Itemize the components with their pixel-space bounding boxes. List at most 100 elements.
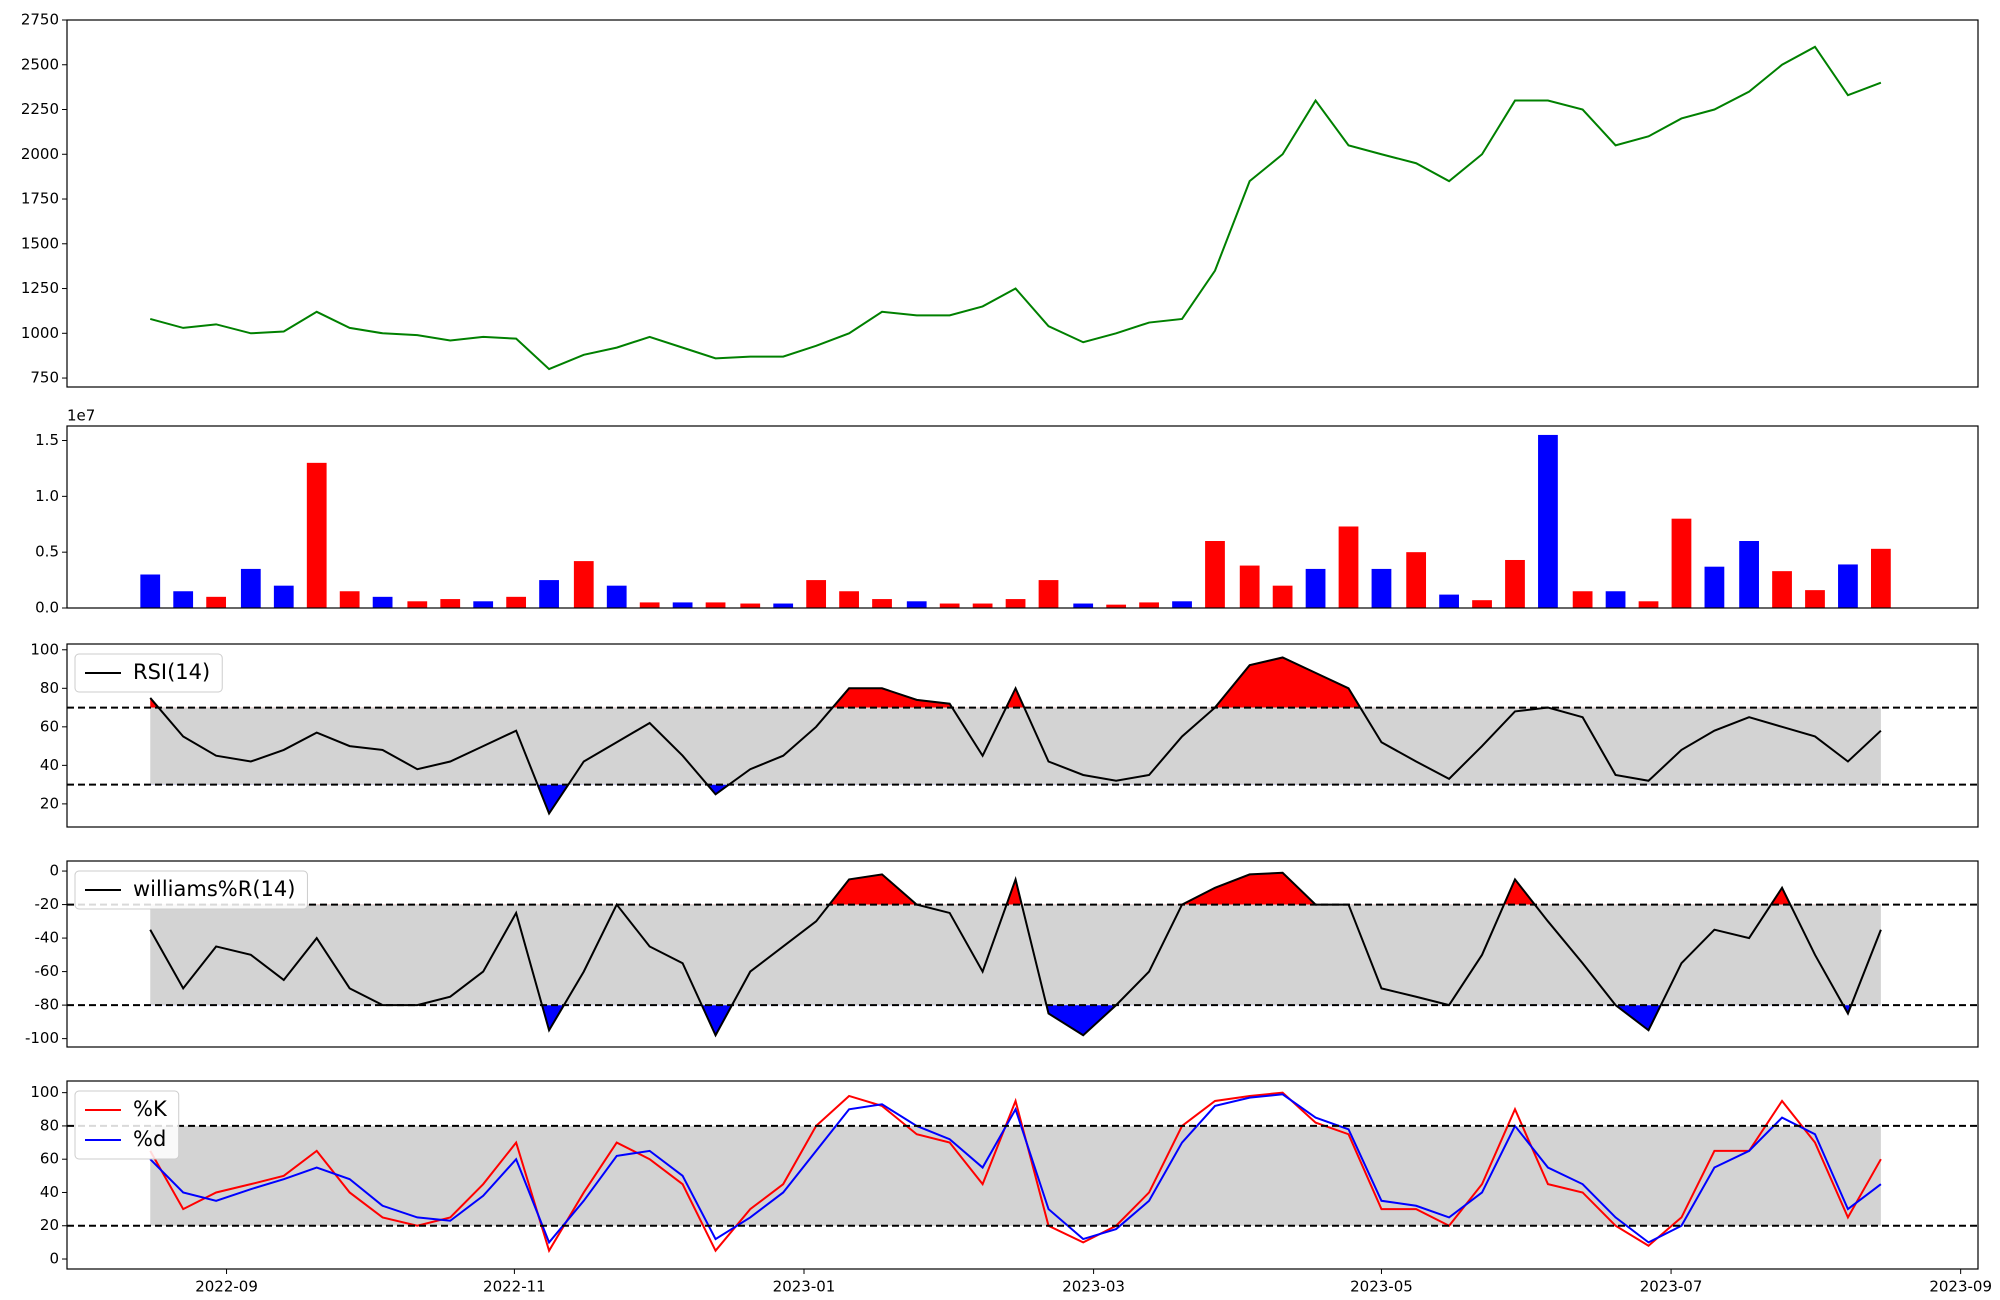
y-tick-label: 1000: [21, 324, 59, 342]
volume-bar: [1038, 580, 1059, 608]
volume-bar: [839, 591, 859, 608]
x-tick-label: 2023-03: [1062, 1278, 1125, 1296]
series-line: [149, 871, 1882, 1038]
panel: 0 -20 -40 -60 -80 -100 williams%R(14): [25, 860, 1979, 1048]
volume-bar: [1871, 548, 1891, 608]
volume-bar: [1739, 541, 1759, 608]
y-tick-label: 1500: [21, 234, 59, 252]
legend-label: RSI(14): [133, 660, 210, 684]
y-tick-label: 2750: [21, 11, 59, 29]
y-tick-label: 100: [30, 1083, 59, 1101]
volume-bar: [339, 591, 360, 608]
volume-bar: [872, 599, 892, 608]
plot-area: [149, 656, 1882, 816]
panel-frame: [66, 860, 1979, 1048]
y-tick-label: 0.5: [35, 543, 59, 561]
neutral-band: [150, 904, 1881, 1006]
series-line: [149, 656, 1882, 816]
plot-area: [149, 1091, 1882, 1254]
legend-box: [74, 870, 308, 910]
legend-label: williams%R(14): [133, 877, 295, 901]
y-tick-label: 20: [40, 794, 59, 812]
plot-area: [149, 45, 1882, 371]
y-tick-label: 0: [49, 862, 59, 880]
legend: RSI(14): [74, 653, 223, 693]
y-tick-label: 2500: [21, 55, 59, 73]
volume-bar: [1671, 518, 1692, 608]
volume-bar: [539, 580, 559, 608]
volume-bar: [672, 602, 693, 608]
y-tick-label: 100: [30, 640, 59, 658]
y-tick-label: 40: [40, 1183, 59, 1201]
volume-bar: [1005, 599, 1026, 608]
panel: 0 20 40 60 80 100 2022-09 2022-11 2023-01 2023-03…: [30, 1080, 1992, 1296]
volume-bar: [1338, 526, 1359, 608]
volume-bar: [273, 585, 294, 608]
y-tick-label: 1.5: [35, 431, 59, 449]
volume-bar: [1638, 601, 1659, 608]
panel: 20 40 60 80 100 RSI(14): [30, 640, 1979, 828]
x-tick-label: 2022-09: [195, 1278, 258, 1296]
y-tick-label: -100: [25, 1029, 59, 1047]
plot-area: [149, 871, 1882, 1038]
y-tick-label: 80: [40, 1116, 59, 1134]
oversold-fill: [537, 784, 729, 814]
volume-bar: [1139, 602, 1159, 608]
volume-bar: [407, 601, 428, 608]
volume-bar: [573, 561, 594, 608]
x-tick-label: 2023-01: [773, 1278, 836, 1296]
volume-bar: [173, 591, 194, 608]
volume-bar: [1605, 591, 1626, 608]
volume-bar: [1272, 585, 1293, 608]
volume-bar: [906, 601, 927, 608]
volume-bar: [1838, 564, 1858, 608]
volume-bar: [1538, 434, 1558, 608]
volume-bar: [939, 603, 960, 608]
volume-bar: [473, 601, 494, 608]
volume-bar: [1406, 552, 1427, 608]
volume-bar: [1704, 566, 1725, 608]
y-tick-label: -20: [35, 895, 60, 913]
overbought-fill: [150, 657, 1881, 708]
y-tick-label: 750: [30, 369, 59, 387]
panel-frame: [66, 643, 1979, 828]
y-tick-label: -60: [35, 962, 60, 980]
panel: 750 1000 1250 1500 1750 2000 2250 2500 2750: [21, 11, 1979, 388]
volume-bar: [705, 602, 726, 608]
legend-label: %K: [133, 1097, 168, 1121]
volume-bar: [1805, 590, 1825, 608]
y-tick-label: 2250: [21, 100, 59, 118]
x-tick-label: 2023-05: [1350, 1278, 1413, 1296]
series-line: [149, 1093, 1882, 1245]
volume-bar: [1439, 594, 1459, 608]
volume-bar: [773, 603, 794, 608]
legend: %K %d: [74, 1090, 180, 1160]
volume-bar: [1371, 568, 1392, 608]
volume-bar: [639, 602, 660, 608]
volume-bar: [206, 596, 227, 608]
legend-box: [74, 1090, 180, 1160]
y-tick-label: 2000: [21, 145, 59, 163]
volume-bar: [140, 574, 161, 608]
volume-bar: [1073, 603, 1094, 608]
panel-frame: [66, 19, 1979, 388]
volume-bar: [1472, 600, 1492, 608]
y-tick-label: 0: [49, 1250, 59, 1268]
axis-offset: 1e7: [67, 407, 95, 425]
volume-bar: [240, 568, 261, 608]
legend-label: %d: [133, 1127, 166, 1151]
series-line: [149, 45, 1882, 371]
neutral-band: [150, 1125, 1881, 1226]
y-tick-label: 1.0: [35, 487, 59, 505]
y-tick-label: 20: [40, 1216, 59, 1234]
legend: williams%R(14): [74, 870, 308, 910]
y-tick-label: 0.0: [35, 599, 59, 617]
volume-bar: [1106, 604, 1127, 608]
panel: 0.0 0.5 1.0 1.5 1e7: [35, 407, 1979, 617]
x-tick-label: 2022-11: [483, 1278, 546, 1296]
legend-box: [74, 653, 223, 693]
y-tick-label: 60: [40, 1150, 59, 1168]
volume-bar: [440, 599, 461, 608]
volume-bar: [372, 596, 393, 608]
volume-bar: [1772, 571, 1792, 608]
